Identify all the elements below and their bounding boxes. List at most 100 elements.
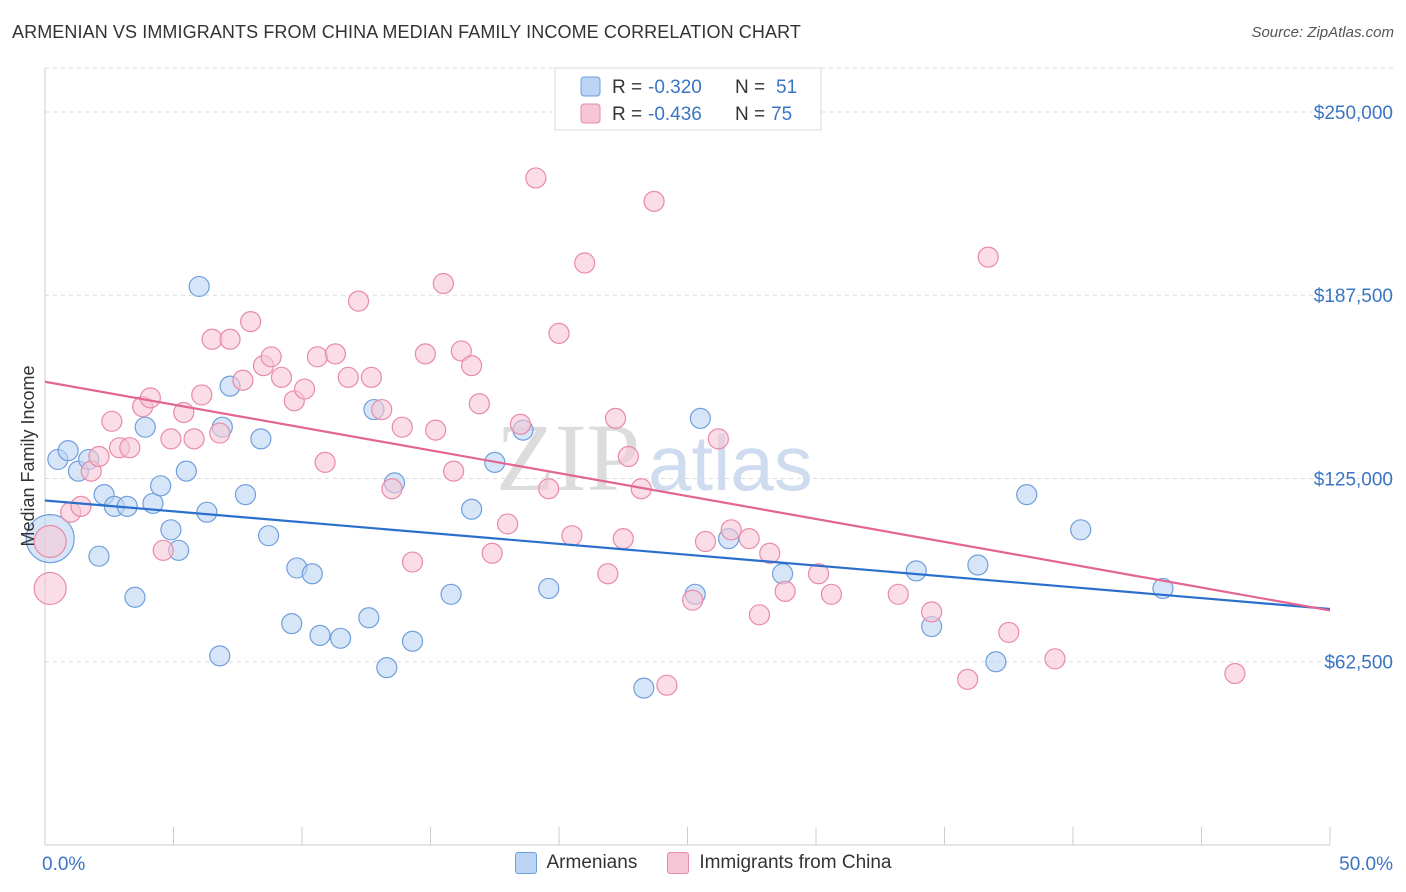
point-china (617, 445, 639, 468)
point-china (432, 272, 454, 295)
y-tick-label: $250,000 (1314, 103, 1393, 124)
point-china (612, 527, 634, 550)
point-armenians (257, 525, 280, 547)
trend-lines (44, 380, 1331, 612)
legend-item-armenians: Armenians (514, 852, 638, 874)
point-china (509, 413, 532, 435)
point-china (371, 398, 393, 421)
point-china (538, 478, 560, 500)
point-china (293, 378, 316, 400)
point-armenians (967, 554, 989, 576)
point-china (707, 428, 729, 450)
point-china (443, 460, 465, 482)
point-china (240, 311, 262, 333)
point-armenians (440, 583, 462, 605)
point-armenians (209, 645, 231, 667)
point-armenians (150, 475, 172, 497)
point-china (314, 451, 336, 473)
point-china (656, 674, 678, 696)
point-china (887, 583, 909, 605)
point-armenians (134, 416, 156, 438)
point-armenians (196, 501, 218, 523)
point-china (759, 542, 781, 564)
point-armenians (160, 519, 182, 541)
point-china (232, 369, 254, 391)
point-armenians (188, 275, 210, 298)
point-china (306, 346, 329, 368)
point-china (574, 252, 596, 274)
point-china (738, 527, 760, 550)
legend-label-armenians: Armenians (546, 852, 638, 873)
point-armenians (401, 630, 424, 652)
legend-r-label-armenians: R = (612, 77, 642, 98)
legend-r-value-china: -0.436 (648, 104, 702, 125)
point-armenians (538, 577, 560, 600)
point-china (468, 393, 490, 415)
point-armenians (234, 484, 257, 506)
point-china (561, 525, 583, 547)
point-china (414, 343, 436, 365)
point-armenians (57, 440, 79, 462)
point-china (381, 478, 403, 500)
point-china (183, 428, 205, 450)
point-china (201, 328, 223, 350)
x-tick-label-max: 50.0% (1339, 854, 1393, 875)
trend-line-armenians (44, 499, 1331, 611)
point-china (450, 340, 472, 362)
trend-line-china (44, 380, 1331, 612)
legend-r-value-armenians: -0.320 (648, 77, 702, 98)
point-china (119, 437, 141, 459)
stats-legend: R = -0.320 N = 51 R = -0.436 N = 75 (554, 67, 822, 131)
point-china (597, 563, 619, 585)
point-china (720, 519, 742, 541)
point-armenians (309, 624, 331, 646)
point-china (682, 589, 704, 611)
point-armenians (1016, 484, 1038, 506)
chart-title: ARMENIAN VS IMMIGRANTS FROM CHINA MEDIAN… (12, 22, 801, 42)
point-china (401, 551, 424, 573)
point-china (360, 366, 382, 388)
point-china (1224, 662, 1246, 685)
point-armenians (124, 586, 146, 608)
point-armenians (1070, 519, 1092, 541)
legend-n-label-armenians: N = (735, 77, 765, 98)
point-china (152, 539, 174, 561)
point-china (774, 580, 796, 602)
point-china (70, 495, 92, 517)
point-china (337, 366, 359, 388)
legend-r-label-china: R = (612, 104, 642, 125)
point-armenians (358, 607, 380, 629)
point-china (807, 563, 830, 585)
point-armenians (689, 407, 711, 429)
y-axis-label: Median Family Income (18, 365, 38, 546)
legend-swatch (514, 852, 537, 874)
point-china (497, 513, 519, 535)
watermark-atlas: atlas (648, 419, 813, 507)
point-china (1044, 648, 1066, 670)
point-china (820, 583, 843, 605)
point-china (604, 407, 627, 429)
legend-swatch-china (580, 103, 601, 124)
legend-label-china: Immigrants from China (699, 852, 892, 873)
point-armenians (281, 613, 303, 635)
legend-swatch-armenians (580, 76, 601, 97)
point-armenians (771, 563, 794, 585)
axes (44, 68, 1331, 846)
point-china (33, 571, 67, 606)
legend-n-label-china: N = (735, 104, 765, 125)
point-china (957, 668, 979, 690)
legend-n-value-armenians: 51 (776, 77, 797, 98)
point-armenians (329, 627, 352, 649)
point-china (548, 322, 570, 344)
point-armenians (175, 460, 197, 482)
point-armenians (301, 563, 323, 585)
point-china (921, 601, 943, 623)
point-china (324, 343, 347, 365)
point-china (219, 328, 241, 350)
point-armenians (985, 651, 1007, 673)
y-tick-label: $62,500 (1324, 653, 1393, 674)
x-tick-label-min: 0.0% (42, 854, 85, 875)
gridlines (45, 67, 1395, 663)
point-armenians (88, 545, 110, 567)
